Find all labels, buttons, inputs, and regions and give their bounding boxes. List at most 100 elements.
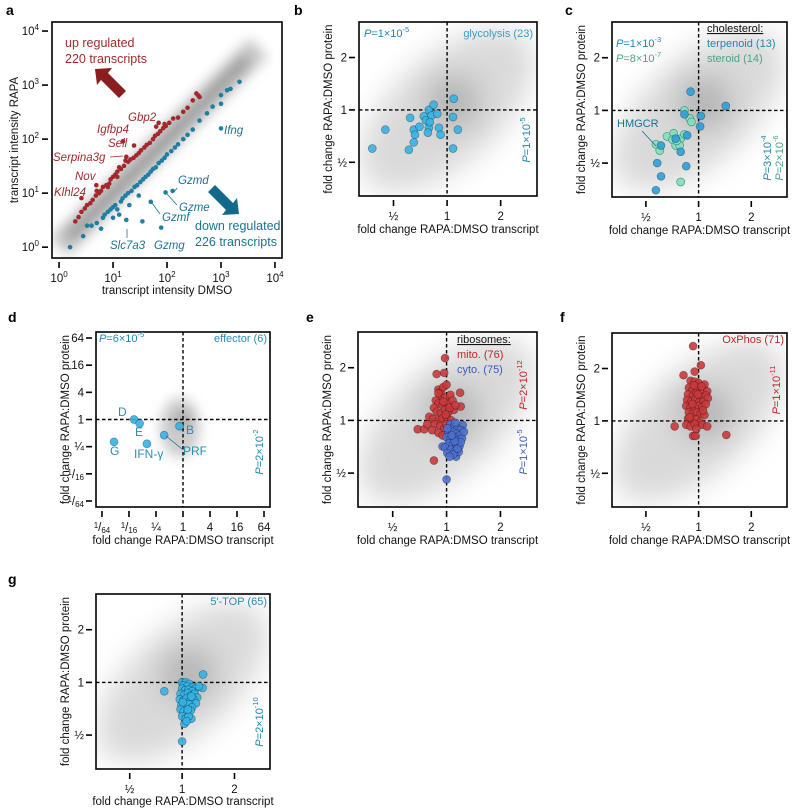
data-point [178,697,188,707]
point-label: G [110,444,119,458]
plot-frame [358,21,538,197]
x-axis-title: fold change RAPA:DMSO transcript [92,535,274,547]
y-tick-label: 104 [22,23,40,38]
tick-label: 2 [78,625,84,637]
tick-label: ½ [641,522,651,534]
series-down-regulated [67,79,242,250]
p-value-mantissa: =2×10 [518,371,530,402]
data-point [180,136,186,142]
data-point [123,217,129,223]
tick-label: 2 [748,522,754,534]
data-point [148,199,154,205]
data-point [691,424,701,434]
tick-base: 10 [266,273,279,285]
data-point [442,475,451,484]
plot-frame [611,332,788,508]
data-point [218,92,224,98]
data-point [156,120,161,126]
x-axis-title: fold change RAPA:DMSO transcript [357,535,539,547]
data-point [721,430,731,440]
data-point [183,705,193,714]
axes: ½ 1 2 ½ 1 2 [590,364,754,534]
p-value-mantissa: =8×10 [623,53,654,65]
legend-label: effector (6) [214,333,267,345]
series-terpenoid [651,87,731,195]
series-mito- [413,353,466,465]
data-point [110,215,116,221]
data-point [94,182,99,188]
data-point [93,193,99,198]
tick-label: 1 [444,211,450,223]
tick-exponent: 0 [63,270,68,279]
tick-label-numerator: 1 [67,468,72,477]
legend-label: HMGCR [617,118,659,130]
data-point [175,142,181,147]
p-value-exponent: -2 [251,429,260,436]
point-label: B [186,423,194,437]
data-point [459,427,469,437]
data-point [129,188,134,194]
data-point [76,214,81,220]
tick-exponent: 4 [279,270,284,279]
tick-label: ½ [388,522,398,534]
legend-heading: cholesterol: [707,23,763,35]
p-value-exponent: -11 [768,366,777,376]
tick-label: ½ [74,730,84,742]
data-point [682,131,692,140]
data-point [116,212,122,217]
gene-label: Nov [75,171,97,183]
y-tick-label: 103 [22,77,40,92]
p-value-mantissa: =3×10 [762,142,774,173]
data-point [175,421,184,431]
data-point [686,87,695,96]
legend-label: mito. (76) [457,349,503,361]
data-point [153,165,159,170]
tick-label: ¼ [74,442,84,454]
p-value: P=1×10-5 [515,429,530,474]
p-value: P=1×10-3 [616,35,661,50]
data-point [80,233,86,239]
legend-label: OxPhos (71) [722,334,784,346]
data-point [381,125,390,134]
data-point [237,79,242,85]
tick-label: 64 [258,522,271,534]
data-point [170,188,175,194]
data-point [136,193,142,198]
y-axis-title: fold change RAPA:DMSO protein [576,335,588,504]
p-value-exponent: -5 [515,429,524,436]
data-point [182,716,191,726]
p-value-mantissa: =2×10 [254,436,266,467]
data-point [451,418,460,428]
data-point [126,202,132,208]
series-oxphos [670,341,731,441]
data-point [679,370,688,380]
data-point [162,155,167,161]
data-point [129,415,139,424]
data-point [79,209,84,215]
leader-line [173,187,178,193]
axes: ½ 1 2 ½ 1 2 [337,53,503,223]
panel-letter: d [8,309,17,325]
plot-frame [611,21,788,198]
p-symbol: P [254,739,266,747]
x-tick-label: 100 [50,270,68,285]
tick-label: 2 [748,212,754,224]
gene-label: Gzme [179,202,210,214]
data-point [125,190,131,196]
tick-label: 1 [695,522,701,534]
gene-label: Slc7a3 [110,240,146,252]
data-point [656,171,666,181]
p-value-mantissa: =1×10 [521,124,533,155]
data-point [79,195,84,201]
data-point [681,161,691,171]
tick-exponent: 3 [35,77,40,86]
p-value: P=2×10-10 [251,697,266,746]
tick-exponent: 1 [117,270,122,279]
tick-label: ½ [590,468,600,480]
p-value: P=2×10-12 [515,360,530,409]
legend-label: 5′-TOP (65) [210,596,267,608]
tick-label-denominator: 64 [75,500,84,509]
axes: ½ 1 2 ½ 1 2 [590,53,754,224]
tick-label: 2 [594,364,600,376]
